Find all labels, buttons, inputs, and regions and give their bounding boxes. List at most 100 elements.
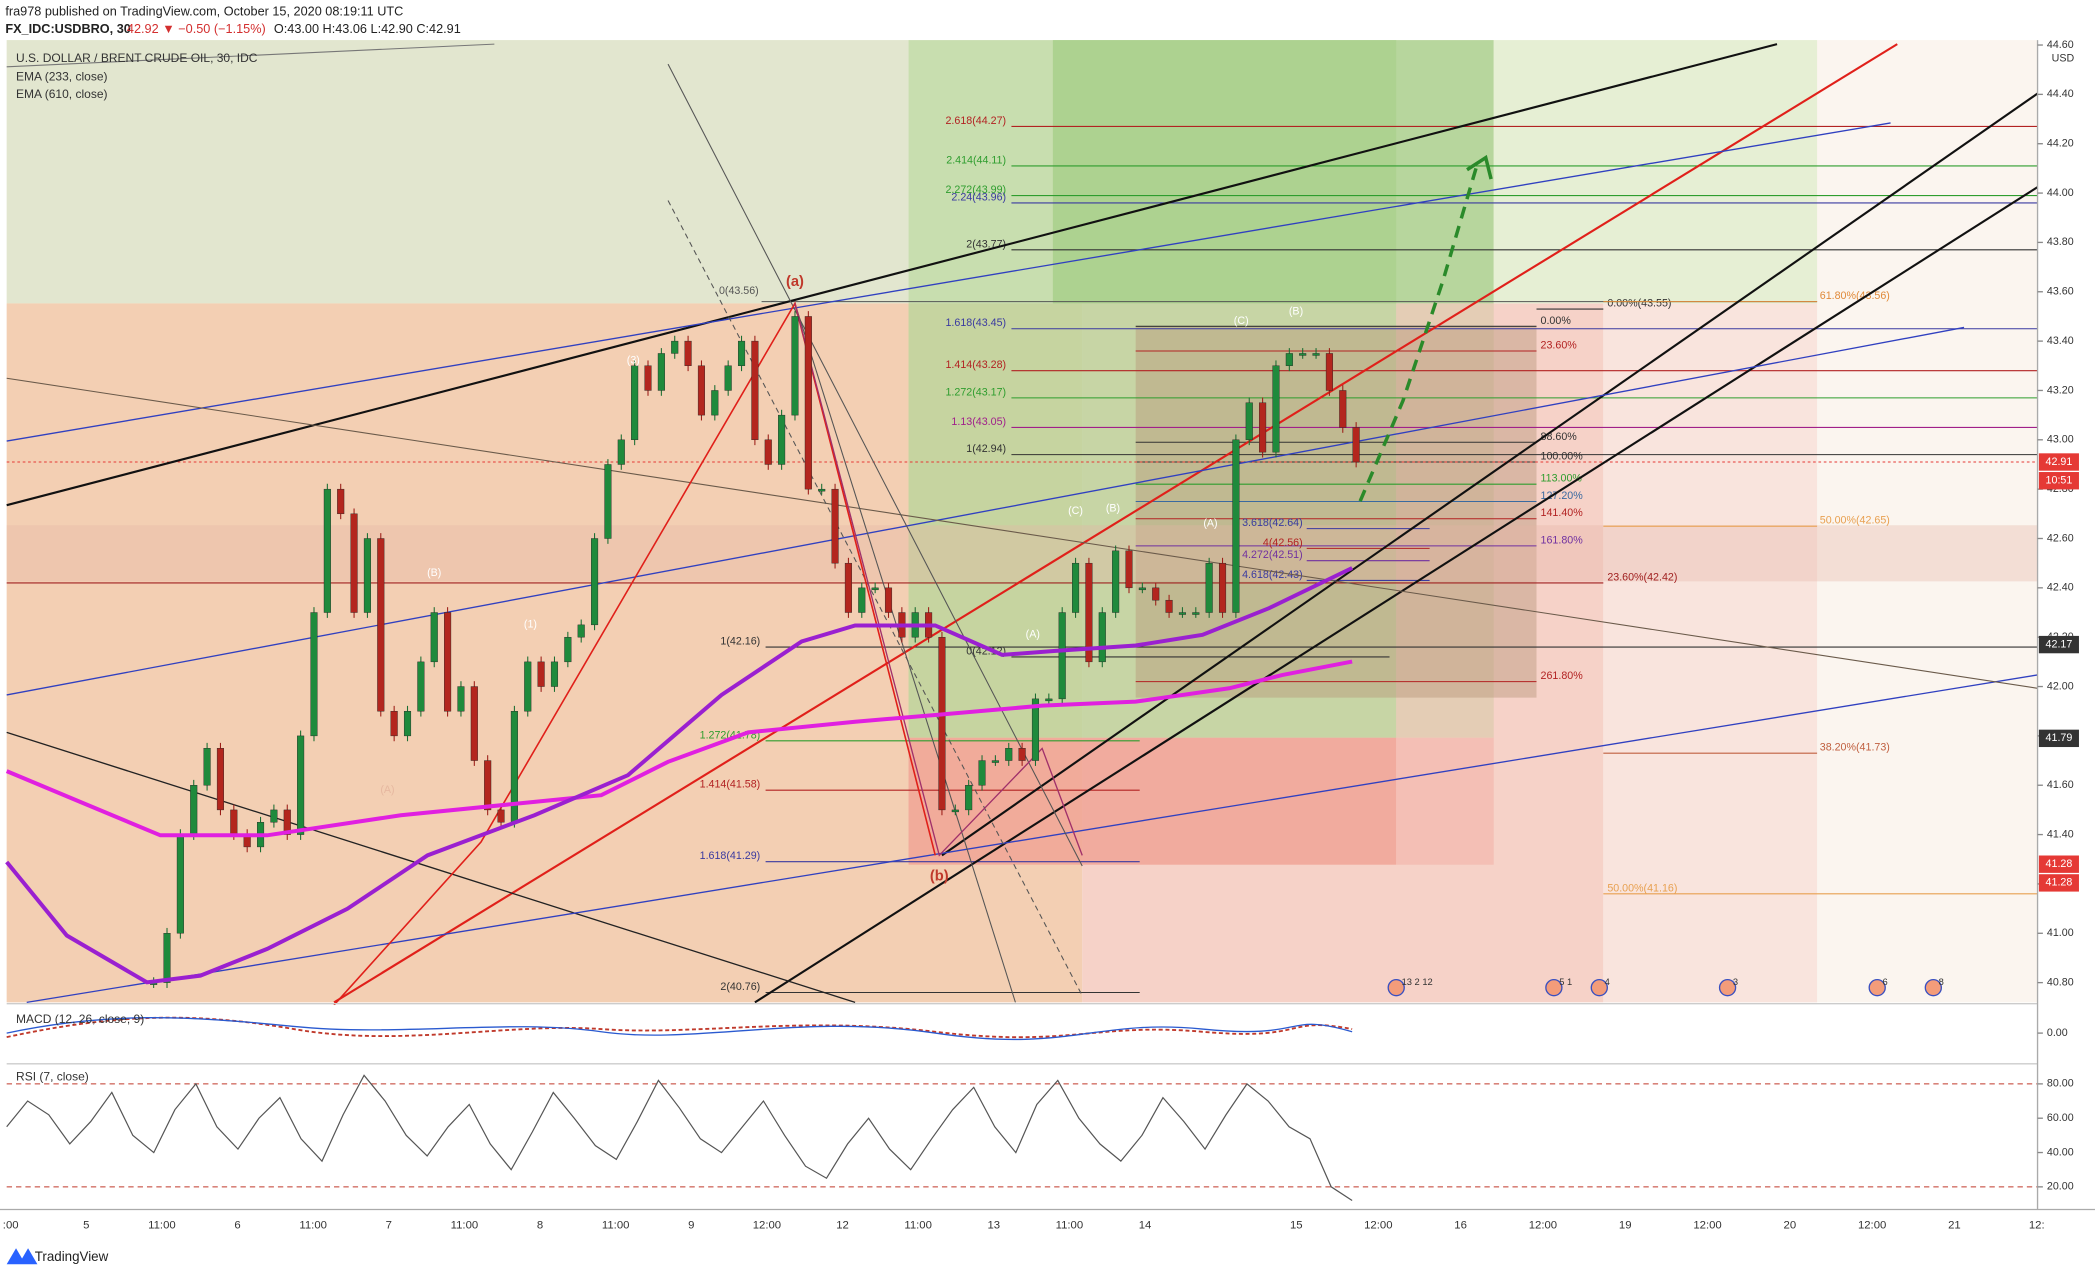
y-tick-label: 42.00 <box>2047 680 2074 692</box>
candle <box>631 365 639 441</box>
candle <box>684 340 692 366</box>
candle <box>1352 427 1360 463</box>
candle <box>1045 698 1053 702</box>
trendline <box>6 122 1891 442</box>
trendline <box>6 326 1965 696</box>
candle <box>497 809 505 823</box>
y-tick-label: 41.60 <box>2047 779 2074 791</box>
fib-label: 261.80% <box>1541 670 1584 682</box>
projection-arrow <box>1358 166 1479 502</box>
candle <box>350 513 358 613</box>
y-tick-label: 43.40 <box>2047 335 2074 347</box>
fib-label: 2(43.77) <box>966 238 1006 250</box>
fib-label: 4(42.56) <box>1263 537 1303 549</box>
wave-path <box>333 301 937 1006</box>
fib-label: 23.60% <box>1541 339 1578 351</box>
candle <box>1152 587 1160 601</box>
candle <box>724 365 732 391</box>
candle <box>1299 353 1307 356</box>
events: 13 2 12 5 1 4 3 6 8 <box>1387 977 1944 997</box>
legend-title: U.S. DOLLAR / BRENT CRUDE OIL, 30, IDC <box>16 51 258 65</box>
y-tick-label: 40.80 <box>2047 976 2074 988</box>
candle <box>377 538 385 712</box>
zone <box>1493 40 1818 304</box>
event-count: 13 2 12 <box>1402 977 1433 987</box>
candle <box>484 760 492 811</box>
fib-label: 127.20% <box>1541 490 1584 502</box>
currency: USD <box>2052 53 2075 65</box>
trendline <box>6 377 2038 689</box>
projection-arrowhead <box>1466 154 1493 180</box>
wave-label: (C) <box>1234 315 1249 327</box>
candle <box>1058 612 1066 700</box>
y-tick-label: 43.20 <box>2047 384 2074 396</box>
levels: 2.618(44.27) 2.414(44.11) 2.272(43.99)2.24… <box>6 115 2038 994</box>
price-tag <box>2038 635 2079 654</box>
candle <box>804 316 812 490</box>
zone <box>1603 303 1818 1003</box>
candle <box>1339 390 1347 428</box>
y-tick-label: 41.40 <box>2047 828 2074 840</box>
candle <box>617 439 625 465</box>
y-tick-label: 40.00 <box>2047 1146 2074 1158</box>
candle <box>844 562 852 613</box>
candles <box>150 311 1360 988</box>
candle <box>938 636 946 811</box>
fib-label: 61.80%(43.56) <box>1820 290 1890 302</box>
x-tick-label: 11:00 <box>451 1220 479 1232</box>
trendline <box>667 63 1083 867</box>
footer <box>0 1237 2095 1275</box>
fib-label: 50.00%(41.16) <box>1607 882 1677 894</box>
x-tick-label: 11:00 <box>1056 1220 1084 1232</box>
x-tick-label: 11:00 <box>148 1220 176 1232</box>
wave-labels: (a) (b) (C) (B) (C) (B) (A) (A) (1) (3) (B) (A) <box>380 274 1303 885</box>
candle <box>444 612 452 712</box>
wave-label: (A) <box>1026 629 1040 641</box>
fib-label: 1.618(43.45) <box>945 317 1006 329</box>
candle <box>1245 402 1253 441</box>
candle <box>591 538 599 626</box>
candle <box>671 340 679 354</box>
x-tick-label: 12:00 <box>1858 1220 1886 1232</box>
fib-label: 1.618(41.29) <box>700 850 761 862</box>
candle <box>1138 587 1146 591</box>
candle <box>1205 562 1213 613</box>
candle <box>537 661 545 687</box>
y-tick-label: 44.60 <box>2047 39 2074 51</box>
fib-label: 88.60% <box>1541 431 1578 443</box>
price-tag-label: 42.91 <box>2046 456 2073 468</box>
candle <box>403 711 412 737</box>
candle <box>1192 612 1200 615</box>
x-tick-label: 14 <box>1139 1220 1152 1232</box>
candle <box>978 760 986 786</box>
candle <box>1178 612 1186 615</box>
fib-label: 3.618(42.64) <box>1242 517 1303 529</box>
candle <box>390 711 398 737</box>
candle <box>1085 562 1093 663</box>
rsi-label: RSI (7, close) <box>16 1069 89 1083</box>
x-tick-label: 12:00 <box>1529 1220 1557 1232</box>
wave-label: (a) <box>786 274 804 290</box>
x-tick-label: 11:00 <box>904 1220 932 1232</box>
candle <box>270 809 278 823</box>
countdown: 10:51 <box>2046 475 2073 487</box>
ema-610 <box>5 659 1353 838</box>
candle <box>1285 353 1293 366</box>
candle <box>323 488 331 613</box>
event-icon <box>1545 978 1563 997</box>
candle <box>764 439 772 465</box>
candle <box>337 488 345 515</box>
fib-label: 2.618(44.27) <box>945 115 1006 127</box>
x-tick-label: 12:00 <box>1364 1220 1392 1232</box>
rsi-line <box>6 1074 1353 1202</box>
axis-labels: 44.60 44.40 44.20 44.00 43.80 43.60 43.40 43.20… <box>2037 39 2079 1193</box>
event-icon <box>1387 978 1405 997</box>
candle <box>457 686 465 712</box>
y-tick-label: 80.00 <box>2047 1078 2074 1090</box>
y-tick-label: 43.00 <box>2047 434 2074 446</box>
candle <box>1072 562 1080 613</box>
trendline <box>941 92 2039 857</box>
candle <box>831 488 839 564</box>
